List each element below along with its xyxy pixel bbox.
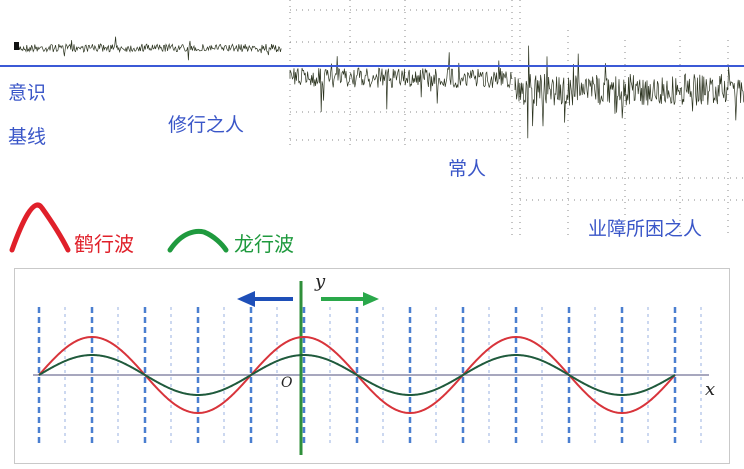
dragon-wave-icon <box>167 228 229 253</box>
wave-graph-panel: y x O <box>14 268 730 464</box>
dragon-wave-curve <box>38 353 676 397</box>
legend-icons <box>9 202 229 253</box>
origin-label: O <box>281 375 293 391</box>
karma-person-label: 业障所困之人 <box>588 218 703 240</box>
grid-lines <box>289 0 744 235</box>
right-arrow-head <box>363 292 379 306</box>
baseline-label: 基线 <box>8 126 47 148</box>
wave-graph: y x O <box>33 271 715 455</box>
consciousness-label: 意识 <box>8 82 47 104</box>
y-axis-label: y <box>314 271 326 292</box>
karma-trace <box>514 45 744 139</box>
crane-wave-label: 鹤行波 <box>74 232 134 256</box>
dragon-wave-label: 龙行波 <box>234 232 294 256</box>
left-arrow-head <box>237 291 255 307</box>
x-axis-label: x <box>705 379 715 400</box>
crane-wave-icon <box>9 202 71 253</box>
practitioner-label: 修行之人 <box>168 114 245 136</box>
trace-start-marker <box>14 42 19 50</box>
ordinary-trace <box>289 52 512 112</box>
vertical-dashed-grid <box>37 307 702 445</box>
brainwave-diagram <box>0 0 744 253</box>
direction-arrows <box>237 291 379 307</box>
practitioner-trace <box>17 36 282 61</box>
ordinary-person-label: 常人 <box>448 158 487 180</box>
brainwave-traces <box>14 36 744 139</box>
